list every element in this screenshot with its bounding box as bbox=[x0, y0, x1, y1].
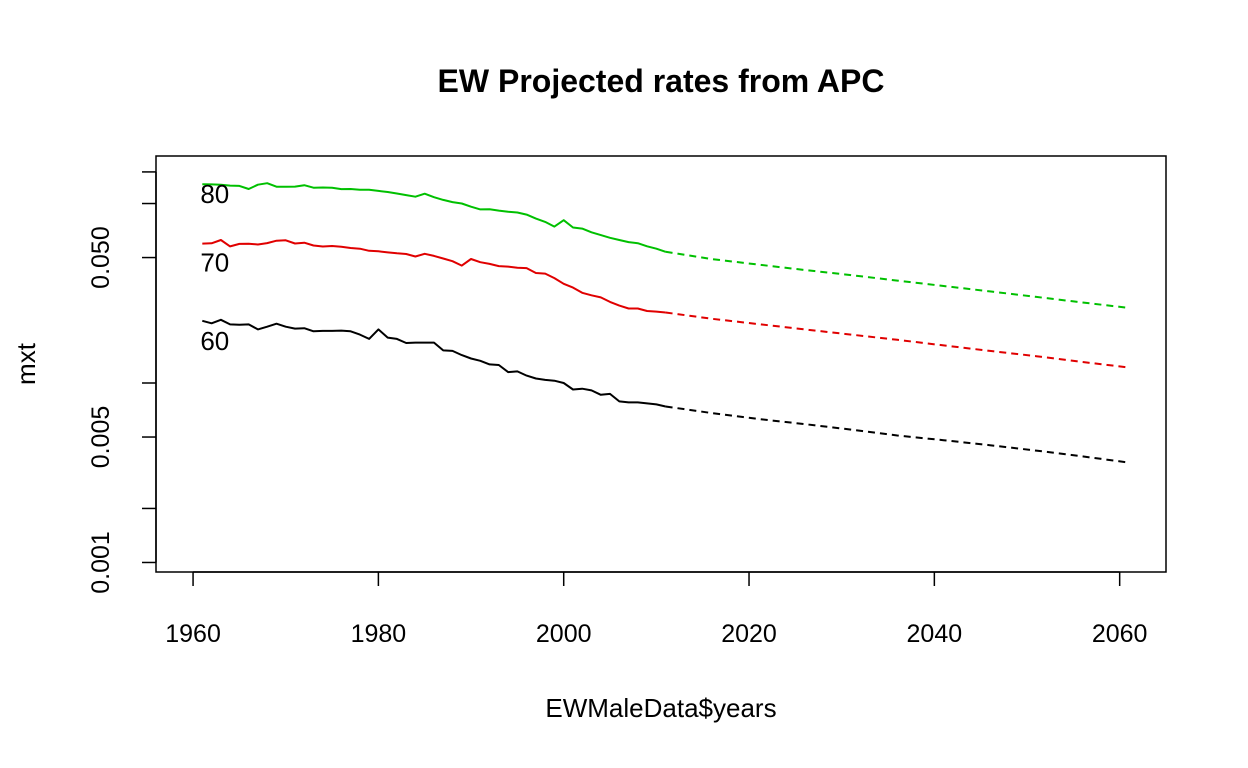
x-tick-label: 1960 bbox=[165, 620, 221, 648]
chart-title: EW Projected rates from APC bbox=[438, 63, 885, 99]
x-tick-label: 2020 bbox=[721, 620, 777, 648]
series-label-70: 70 bbox=[200, 248, 229, 278]
series-label-80: 80 bbox=[200, 179, 229, 209]
x-axis: 1960 1980 2000 2020 2040 2060 bbox=[165, 571, 1148, 648]
x-tick-label: 2000 bbox=[536, 620, 592, 648]
x-tick-label: 1980 bbox=[351, 620, 407, 648]
y-tick-label: 0.050 bbox=[87, 226, 115, 289]
x-axis-label: EWMaleData$years bbox=[545, 693, 776, 723]
series-60-observed-line bbox=[202, 318, 666, 408]
series-70-observed-line bbox=[202, 239, 666, 314]
series-80-projected-line bbox=[665, 250, 1130, 309]
y-tick-label: 0.001 bbox=[87, 531, 115, 594]
plot-frame bbox=[155, 155, 1167, 573]
y-axis: 0.001 0.005 0.050 bbox=[87, 171, 157, 594]
annotations: 60 70 80 bbox=[200, 179, 229, 356]
x-tick-label: 2040 bbox=[907, 620, 963, 648]
series-70-projected-line bbox=[665, 311, 1130, 369]
y-axis-label: mxt bbox=[11, 342, 41, 385]
y-tick-label: 0.005 bbox=[87, 406, 115, 469]
series-group bbox=[202, 182, 1130, 464]
series-60-projected-line bbox=[665, 405, 1130, 464]
series-label-60: 60 bbox=[200, 326, 229, 356]
series-80-observed-line bbox=[202, 182, 666, 253]
x-tick-label: 2060 bbox=[1092, 620, 1148, 648]
